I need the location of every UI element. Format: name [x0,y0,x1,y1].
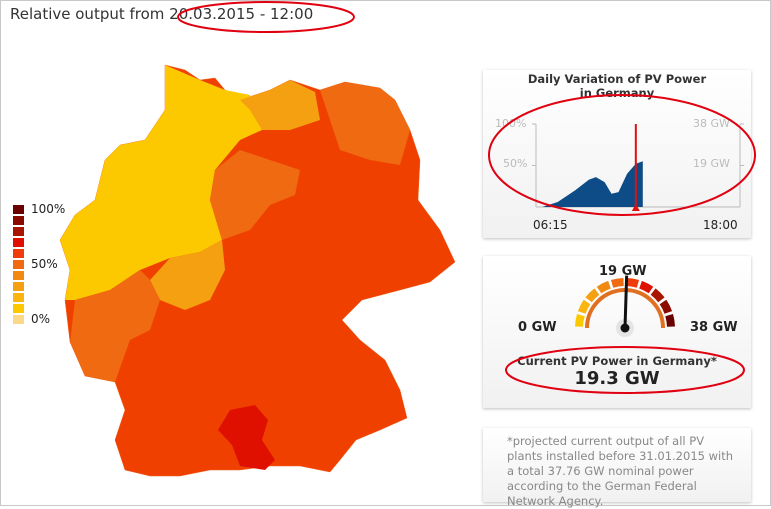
legend-swatch [13,315,24,324]
gauge-segment [575,314,585,327]
gauge-mid-label: 19 GW [599,264,647,279]
legend-label: 50% [31,257,58,271]
current-power-value: 19.3 GW [574,368,660,389]
legend-swatch [13,271,24,280]
germany-map[interactable] [0,0,480,506]
legend-swatch [13,249,24,258]
legend-label: 0% [31,312,51,326]
x-end-label: 18:00 [703,218,738,232]
current-power-label: Current PV Power in Germany* [517,354,717,368]
map-region-north[interactable] [240,80,320,130]
map-region-west[interactable] [70,270,160,382]
legend-label: 100% [31,202,66,216]
gauge-segment [659,299,673,314]
gauge-segment [626,278,639,288]
legend-swatch [13,282,24,291]
daily-variation-panel: Daily Variation of PV Power in Germany 1… [483,70,751,238]
daily-chart-plot [532,123,744,211]
map-region-northwest[interactable] [60,65,262,300]
gauge-min-label: 0 GW [518,320,557,335]
gauge-segment [585,288,600,303]
legend-swatch [13,227,24,236]
legend-swatch [13,304,24,313]
gauge-hub [620,323,630,333]
x-start-label: 06:15 [533,218,568,232]
gauge-segment [665,314,675,327]
legend-swatch [13,293,24,302]
legend-swatch [13,216,24,225]
map-region-bavaria-south[interactable] [218,405,275,470]
footnote-text: *projected current output of all PV plan… [507,434,734,508]
legend-swatch [13,238,24,247]
legend-swatch [13,260,24,269]
gauge-needle [623,275,629,329]
gauge-segment [650,288,665,303]
gauge-panel: 19 GW 0 GW 38 GW Current PV Power in Ger… [483,256,751,408]
gauge-segment [577,299,591,314]
gauge-max-label: 38 GW [690,320,738,335]
footnote-panel: *projected current output of all PV plan… [483,428,751,508]
gauge-segment [611,278,624,288]
pv-area-series [542,161,643,207]
map-region-northeast[interactable] [320,82,410,165]
gauge-segment [596,280,611,294]
daily-chart-title-1: Daily Variation of PV Power [527,72,707,86]
map-region-hesse[interactable] [150,240,225,310]
map-region-central-orange[interactable] [210,150,300,240]
gauge-segment [639,280,654,294]
legend-swatch [13,205,24,214]
power-gauge [575,275,675,337]
